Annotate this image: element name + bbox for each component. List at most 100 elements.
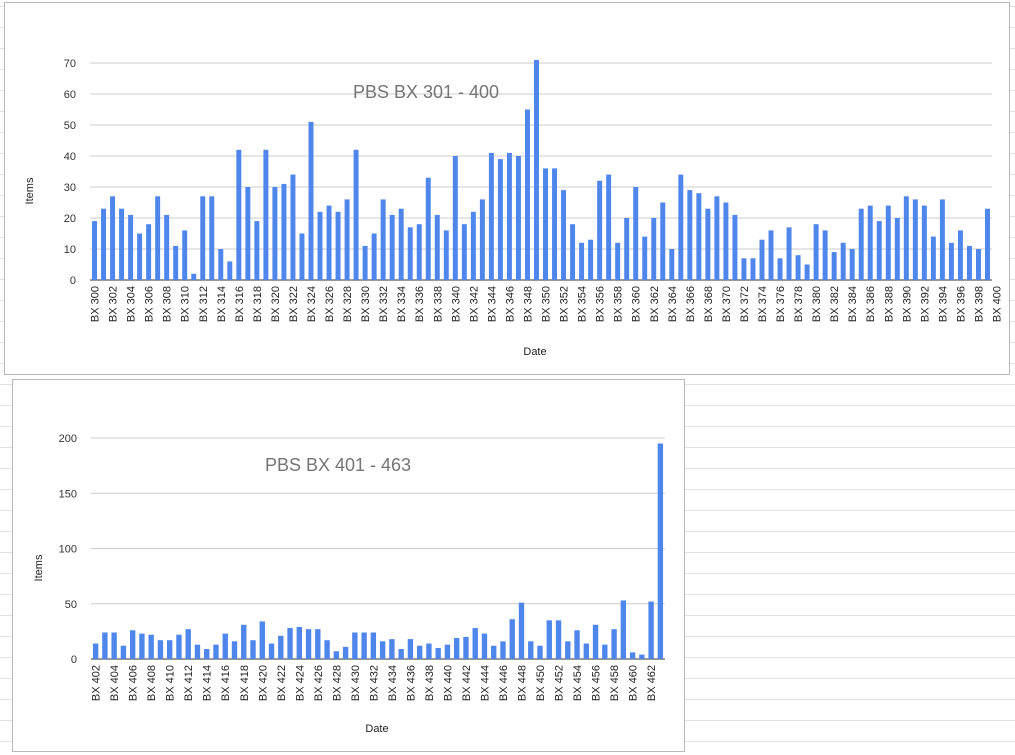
bar xyxy=(648,601,654,659)
bar xyxy=(588,239,594,280)
x-tick-label: BX 324 xyxy=(306,286,318,322)
bar xyxy=(157,640,164,659)
bar xyxy=(222,633,228,659)
bar xyxy=(425,177,431,280)
bar xyxy=(565,641,571,659)
x-tick-label: BX 418 xyxy=(239,665,251,701)
bar xyxy=(398,649,404,659)
x-tick-label: BX 360 xyxy=(631,286,643,322)
bar xyxy=(537,645,543,659)
x-tick-label: BX 446 xyxy=(498,665,510,701)
bar xyxy=(317,211,323,280)
bar xyxy=(777,258,783,280)
x-tick-label: BX 456 xyxy=(591,665,603,701)
bar xyxy=(296,626,302,659)
chart-panel-bx-301-400[interactable]: 0 10 20 30 40 50 60 70 BX 300 BX 302 BX 304 BX 306 B… xyxy=(4,2,1010,375)
x-tick-label: BX 374 xyxy=(757,286,769,322)
x-tick-label: BX 402 xyxy=(91,665,103,701)
x-tick-label: BX 326 xyxy=(324,286,336,322)
bar xyxy=(597,180,603,280)
bar xyxy=(966,245,972,280)
bar xyxy=(678,174,684,280)
x-tick-label: BX 378 xyxy=(793,286,805,322)
x-tick-label: BX 354 xyxy=(577,286,589,322)
bar xyxy=(92,221,97,280)
bar xyxy=(732,214,738,280)
x-tick-label: BX 444 xyxy=(479,665,491,701)
bar xyxy=(128,214,134,280)
bar xyxy=(759,239,765,280)
x-tick-label: BX 308 xyxy=(162,286,174,322)
x-tick-label: BX 426 xyxy=(313,665,325,701)
x-tick-label: BX 352 xyxy=(559,286,571,322)
bar xyxy=(579,242,585,280)
x-tick-label: BX 390 xyxy=(901,286,913,322)
x-tick-label: BX 372 xyxy=(739,286,751,322)
bar xyxy=(543,168,548,280)
x-tick-label: BX 382 xyxy=(829,286,841,322)
bar xyxy=(167,640,173,659)
y-tick-label: 0 xyxy=(71,654,77,666)
y-tick-label: 50 xyxy=(64,120,76,132)
bar xyxy=(245,187,251,280)
x-axis-label: Date xyxy=(523,346,546,358)
x-tick-label: BX 384 xyxy=(847,286,859,322)
x-tick-label: BX 322 xyxy=(288,286,300,322)
x-tick-label: BX 316 xyxy=(234,286,246,322)
bar xyxy=(342,646,349,659)
bar xyxy=(398,208,404,280)
x-tick-label: BX 460 xyxy=(628,665,640,701)
x-tick-label: BX 320 xyxy=(270,286,282,322)
bar xyxy=(921,205,927,280)
x-tick-label: BX 404 xyxy=(109,665,121,701)
x-tick-label: BX 332 xyxy=(378,286,390,322)
x-tick-label: BX 420 xyxy=(257,665,269,701)
bar xyxy=(840,242,846,280)
bar xyxy=(452,156,458,280)
bar xyxy=(435,647,441,659)
bar xyxy=(768,230,774,280)
chart-title: PBS BX 301 - 400 xyxy=(353,82,499,102)
bar xyxy=(164,214,170,280)
x-tick-label: BX 306 xyxy=(144,286,156,322)
bar xyxy=(615,242,621,280)
bar xyxy=(804,264,810,280)
x-tick-label: BX 386 xyxy=(865,286,877,322)
bar xyxy=(885,205,891,280)
bar xyxy=(241,624,247,659)
bar xyxy=(209,196,215,280)
x-tick-label: BX 358 xyxy=(613,286,625,322)
bar xyxy=(479,199,485,280)
bar xyxy=(518,602,525,659)
bar xyxy=(930,236,936,280)
bar xyxy=(876,221,882,280)
x-tick-label: BX 408 xyxy=(146,665,158,701)
bar xyxy=(434,214,440,280)
bar xyxy=(315,629,321,659)
bar xyxy=(119,208,125,280)
y-tick-label: 60 xyxy=(64,89,76,101)
x-tick-label: BX 364 xyxy=(667,286,679,322)
x-tick-label: BX 366 xyxy=(685,286,697,322)
bar xyxy=(546,620,552,659)
bar xyxy=(786,227,792,280)
bar xyxy=(305,629,312,659)
chart-panel-bx-401-463[interactable]: 0 50 100 150 200 BX 402 BX 404 BX 406 BX 408 BX 4… xyxy=(12,379,685,752)
bar xyxy=(831,252,837,280)
bar xyxy=(602,644,608,659)
bar xyxy=(669,249,675,280)
bar xyxy=(488,152,494,280)
bar xyxy=(639,654,645,659)
bar xyxy=(250,640,256,659)
bar xyxy=(454,638,460,659)
x-tick-label: BX 380 xyxy=(811,286,823,322)
bar xyxy=(299,233,305,280)
bar xyxy=(461,224,467,280)
x-tick-label: BX 448 xyxy=(517,665,529,701)
x-tick-label: BX 342 xyxy=(468,286,480,322)
x-tick-label: BX 300 xyxy=(90,286,102,322)
bar xyxy=(352,632,358,659)
x-tick-label: BX 430 xyxy=(350,665,362,701)
bar xyxy=(389,639,395,659)
bar xyxy=(497,159,503,280)
